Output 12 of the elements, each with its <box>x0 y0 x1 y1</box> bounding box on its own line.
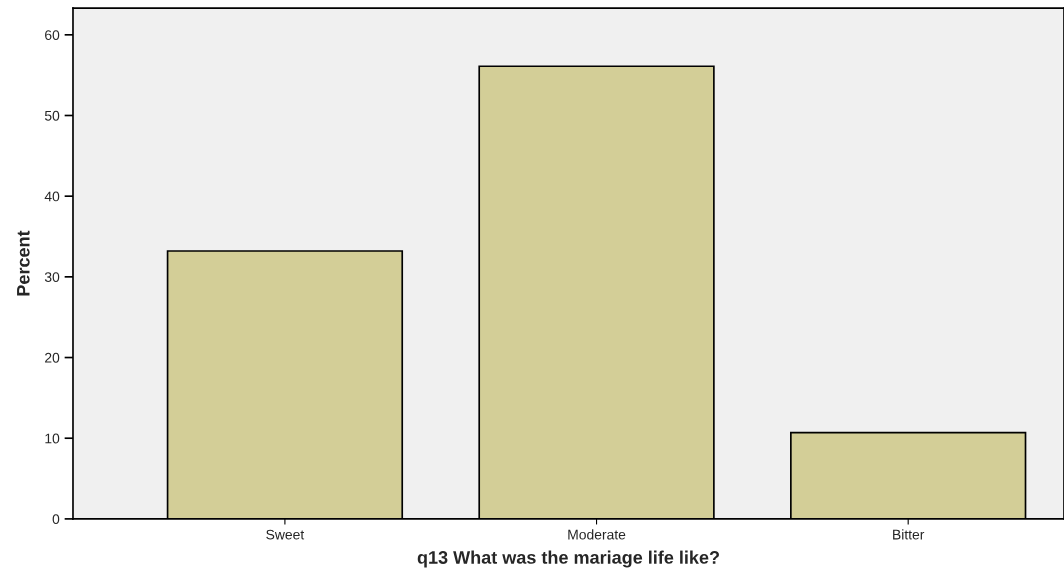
y-tick-label: 20 <box>45 352 60 363</box>
y-tick-label: 40 <box>44 191 60 202</box>
y-tick-label: 30 <box>44 272 60 283</box>
y-tick-label: 10 <box>45 433 60 444</box>
x-tick-label: Sweet <box>266 529 305 540</box>
y-axis-title: Percent <box>17 230 30 296</box>
y-tick-label: 60 <box>45 30 60 40</box>
x-tick-label: Moderate <box>568 529 626 540</box>
y-tick-label: 50 <box>44 110 60 121</box>
x-axis-title: q13 What was the mariage life like? <box>417 550 719 568</box>
x-tick-label: Bitter <box>893 529 925 540</box>
y-tick-label: 0 <box>52 514 60 525</box>
